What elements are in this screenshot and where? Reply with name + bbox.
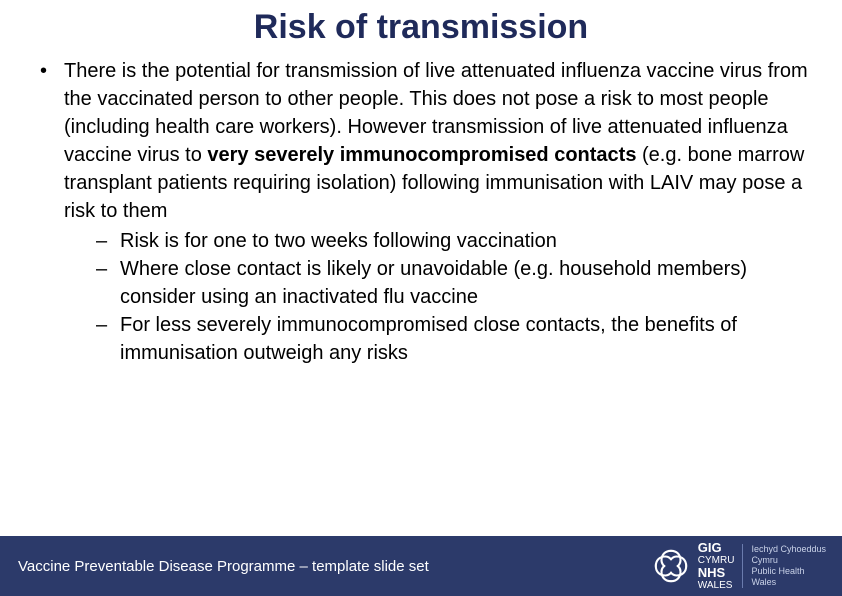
slide-footer: Vaccine Preventable Disease Programme – … — [0, 536, 842, 596]
slide-title: Risk of transmission — [0, 0, 842, 57]
footer-text: Vaccine Preventable Disease Programme – … — [18, 558, 429, 575]
subbullet-item: – Where close contact is likely or unavo… — [96, 255, 812, 311]
subbullet-text: For less severely immunocompromised clos… — [120, 311, 812, 367]
bullet-marker: • — [40, 57, 64, 85]
subbullet-marker: – — [96, 227, 120, 255]
logo-org-line: GIG — [698, 541, 735, 555]
subbullet-item: – Risk is for one to two weeks following… — [96, 227, 812, 255]
bullet-text-bold: very severely immunocompromised contacts — [207, 144, 636, 166]
bullet-item: • There is the potential for transmissio… — [40, 57, 812, 225]
logo-sub-line: Wales — [751, 577, 826, 588]
subbullet-item: – For less severely immunocompromised cl… — [96, 311, 812, 367]
nhs-wales-emblem-icon — [652, 547, 690, 585]
subbullet-list: – Risk is for one to two weeks following… — [96, 227, 812, 367]
logo-sub-line: Iechyd Cyhoeddus — [751, 544, 826, 555]
logo-org-stack: GIG CYMRU NHS WALES — [698, 541, 735, 591]
slide-body: • There is the potential for transmissio… — [0, 57, 842, 536]
footer-logo: GIG CYMRU NHS WALES Iechyd Cyhoeddus Cym… — [652, 541, 826, 591]
bullet-text: There is the potential for transmission … — [64, 57, 812, 225]
logo-sub-line: Public Health — [751, 566, 826, 577]
logo-org-line: NHS — [698, 566, 735, 580]
slide: Risk of transmission • There is the pote… — [0, 0, 842, 596]
logo-sub-line: Cymru — [751, 555, 826, 566]
logo-org-line: WALES — [698, 580, 735, 591]
subbullet-text: Risk is for one to two weeks following v… — [120, 227, 557, 255]
subbullet-text: Where close contact is likely or unavoid… — [120, 255, 812, 311]
logo-subtext: Iechyd Cyhoeddus Cymru Public Health Wal… — [742, 544, 826, 588]
subbullet-marker: – — [96, 311, 120, 339]
subbullet-marker: – — [96, 255, 120, 283]
